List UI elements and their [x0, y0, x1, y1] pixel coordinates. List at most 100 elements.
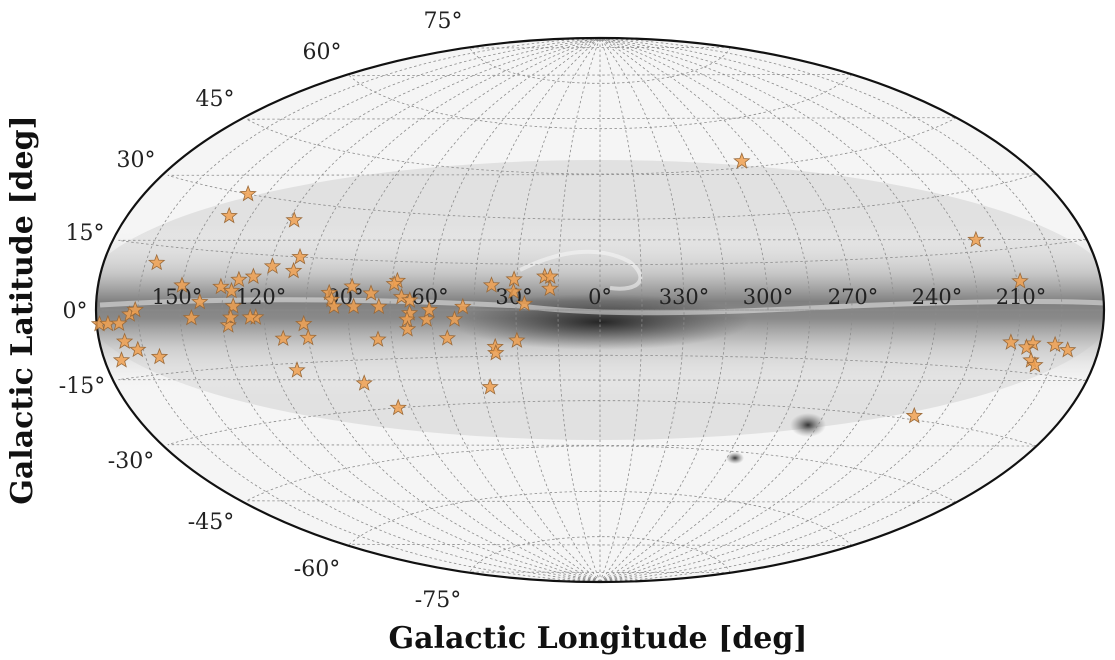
source-star-marker [362, 284, 380, 301]
source-star-marker [417, 310, 436, 327]
source-star-marker [487, 343, 505, 361]
lon-tick-150: 150° [152, 285, 203, 309]
source-star-marker [1059, 341, 1077, 358]
lat-tick-minus-60: -60° [294, 557, 340, 582]
source-star-marker [445, 310, 464, 327]
source-star-marker [401, 291, 419, 308]
source-star-marker [389, 398, 407, 416]
source-star-marker [285, 211, 303, 228]
source-star-marker [112, 351, 131, 368]
lat-tick-75: 75° [424, 9, 463, 34]
dust-filament [519, 249, 643, 291]
lat-tick-45: 45° [196, 87, 235, 112]
source-star-marker [355, 374, 373, 391]
x-axis-label: Galactic Longitude [deg] [388, 621, 807, 656]
parallel-line [348, 74, 853, 130]
meridian-line [263, 38, 601, 582]
source-star-marker [1017, 338, 1036, 355]
source-star-marker [244, 267, 263, 285]
source-star-marker [967, 230, 985, 248]
lat-tick-minus-75: -75° [415, 588, 461, 613]
source-star-marker [288, 361, 306, 378]
source-star-marker [370, 297, 388, 315]
dust-lane [99, 297, 1104, 316]
source-star-marker [541, 267, 559, 285]
source-star-marker [515, 294, 534, 312]
source-points [90, 152, 1077, 424]
lat-tick-minus-45: -45° [188, 510, 234, 535]
source-star-marker [481, 378, 499, 395]
source-star-marker [505, 270, 523, 287]
latitude-tick-labels: 75° 60° 45° 30° 15° 0° -15° -30° -45° -6… [59, 9, 463, 613]
lon-tick-330: 330° [659, 285, 710, 309]
lat-tick-60: 60° [303, 40, 342, 65]
lat-tick-15: 15° [66, 221, 105, 246]
source-star-marker [320, 283, 338, 301]
source-star-marker [295, 314, 313, 332]
parallel-line [167, 400, 1037, 447]
projection-outline [94, 36, 1106, 584]
small-magellanic-cloud [726, 452, 744, 464]
lat-tick-minus-15: -15° [59, 374, 105, 399]
source-star-marker [221, 308, 240, 326]
source-star-marker [420, 300, 438, 318]
large-magellanic-cloud [790, 413, 826, 437]
source-star-marker [343, 277, 361, 294]
source-star-marker [230, 270, 248, 288]
source-star-marker [150, 347, 169, 365]
parallel-line [118, 239, 1087, 266]
source-star-marker [392, 287, 411, 305]
source-star-marker [482, 276, 501, 293]
source-star-marker [129, 340, 147, 358]
source-star-marker [438, 329, 456, 346]
source-star-marker [263, 257, 282, 274]
lon-tick-240: 240° [912, 285, 963, 309]
meridian-line [515, 38, 601, 582]
lon-tick-210: 210° [996, 285, 1047, 309]
source-star-marker [1011, 272, 1029, 289]
lon-tick-0: 0° [588, 285, 612, 309]
lat-tick-30: 30° [117, 148, 156, 173]
parallel-line [469, 536, 731, 574]
source-star-marker [1046, 335, 1064, 353]
longitude-tick-labels: 150° 120° 90° 60° 30° 0° 330° 300° 270° … [152, 285, 1047, 309]
source-star-marker [191, 292, 209, 310]
source-star-marker [212, 277, 230, 295]
source-star-marker [115, 332, 134, 350]
source-star-marker [385, 274, 403, 292]
source-star-marker [454, 297, 472, 315]
source-star-marker [398, 320, 417, 337]
source-star-marker [222, 281, 241, 299]
source-star-marker [733, 152, 751, 169]
parallel-line [167, 173, 1037, 220]
source-star-marker [325, 297, 343, 315]
source-star-marker [541, 279, 559, 297]
source-star-marker [284, 261, 303, 279]
source-star-marker [1026, 355, 1044, 373]
source-star-marker [508, 331, 526, 348]
lat-tick-0: 0° [63, 299, 88, 324]
lat-tick-minus-30: -30° [108, 449, 154, 474]
source-star-marker [220, 206, 238, 224]
lon-tick-300: 300° [743, 285, 794, 309]
source-star-marker [322, 290, 341, 308]
source-star-marker [224, 297, 242, 314]
parallel-line [469, 46, 731, 84]
source-star-marker [299, 328, 317, 346]
source-star-marker [905, 406, 923, 424]
source-star-marker [148, 253, 166, 271]
source-star-marker [274, 329, 292, 346]
source-star-marker [126, 300, 144, 318]
lon-tick-120: 120° [236, 285, 287, 309]
source-star-marker [369, 330, 387, 347]
parallel-line [348, 490, 853, 546]
source-star-marker [182, 308, 201, 326]
source-star-marker [241, 308, 259, 325]
source-star-marker [173, 276, 191, 293]
source-star-marker [504, 282, 523, 300]
y-axis-label: Galactic Latitude [deg] [5, 115, 40, 505]
source-star-marker [291, 247, 309, 265]
parallel-line [118, 354, 1087, 381]
source-star-marker [1002, 333, 1020, 350]
